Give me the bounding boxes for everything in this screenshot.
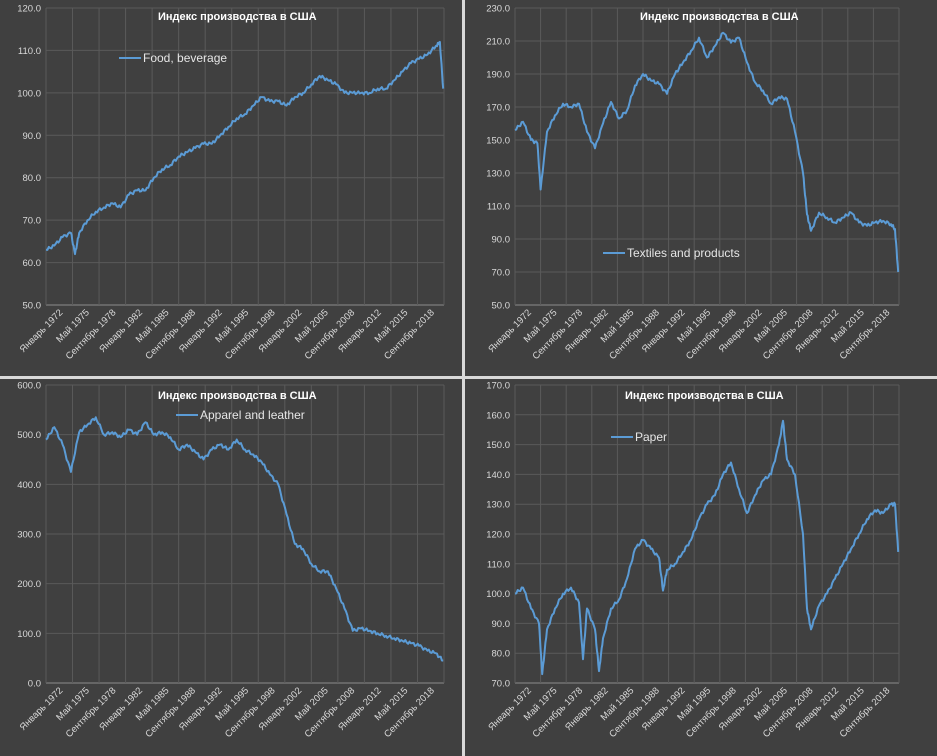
x-tick-label: Январь 1972	[18, 685, 66, 733]
series-line	[514, 419, 900, 676]
y-tick-label: 50.0	[23, 301, 42, 312]
y-tick-label: 170.0	[486, 103, 510, 114]
legend-label: Paper	[635, 430, 667, 444]
y-tick-label: 150.0	[486, 440, 510, 451]
y-tick-label: 70.0	[492, 679, 511, 690]
x-tick-label: Январь 1972	[18, 307, 66, 355]
y-tick-label: 110.0	[487, 559, 510, 570]
y-tick-label: 140.0	[486, 470, 510, 481]
y-tick-label: 70.0	[23, 216, 42, 227]
y-tick-label: 500.0	[17, 430, 41, 441]
legend-label: Food, beverage	[143, 51, 227, 65]
y-tick-label: 600.0	[17, 381, 41, 392]
legend-label: Textiles and products	[627, 246, 740, 260]
y-tick-label: 100.0	[486, 589, 510, 600]
y-tick-label: 160.0	[486, 410, 510, 421]
y-tick-label: 0.0	[28, 679, 41, 690]
y-tick-label: 80.0	[492, 649, 511, 660]
chart-svg: 0.0 100.0 200.0 300.0 400.0 500.0 600.0 Январь …	[17, 381, 445, 740]
y-tick-label: 210.0	[486, 37, 510, 48]
series-line	[45, 416, 444, 662]
y-tick-label: 110.0	[18, 46, 41, 57]
y-tick-label: 400.0	[17, 480, 41, 491]
y-tick-label: 90.0	[492, 619, 511, 630]
y-tick-label: 120.0	[17, 4, 41, 15]
series-line	[514, 31, 900, 273]
y-tick-label: 120.0	[486, 530, 510, 541]
chart-food-beverage: 50.0 60.0 70.0 80.0 90.0 100.0 110.0 120.0 Январ…	[0, 0, 462, 376]
chart-title: Индекс производства в США	[158, 11, 317, 23]
y-tick-label: 300.0	[17, 530, 41, 541]
y-tick-label: 90.0	[492, 235, 511, 246]
y-tick-label: 170.0	[486, 381, 510, 392]
chart-svg: 70.0 80.0 90.0 100.0 110.0 120.0 130.0 140.0 150…	[486, 381, 900, 740]
y-tick-label: 50.0	[492, 301, 511, 312]
y-tick-label: 70.0	[492, 268, 511, 279]
y-tick-label: 100.0	[17, 88, 41, 99]
chart-title: Индекс производства в США	[158, 390, 317, 402]
y-tick-label: 110.0	[487, 202, 510, 213]
chart-svg: 50.0 60.0 70.0 80.0 90.0 100.0 110.0 120.0 Январ…	[17, 4, 445, 362]
chart-apparel-leather: 0.0 100.0 200.0 300.0 400.0 500.0 600.0 Январь …	[0, 379, 462, 756]
y-tick-label: 190.0	[486, 70, 510, 81]
y-tick-label: 90.0	[23, 131, 42, 142]
chart-svg: 50.0 70.0 90.0 110.0 130.0 150.0 170.0 190.0 210…	[486, 4, 900, 362]
chart-title: Индекс производства в США	[640, 11, 799, 23]
legend-label: Apparel and leather	[200, 408, 305, 422]
y-tick-label: 230.0	[486, 4, 510, 15]
y-tick-label: 200.0	[17, 579, 41, 590]
chart-textiles: 50.0 70.0 90.0 110.0 130.0 150.0 170.0 190.0 210…	[465, 0, 937, 376]
y-tick-label: 130.0	[486, 169, 510, 180]
chart-paper: 70.0 80.0 90.0 100.0 110.0 120.0 130.0 140.0 150…	[465, 379, 937, 756]
y-tick-label: 80.0	[23, 173, 42, 184]
y-tick-label: 130.0	[486, 500, 510, 511]
y-tick-label: 150.0	[486, 136, 510, 147]
y-tick-label: 60.0	[23, 258, 42, 269]
chart-title: Индекс производства в США	[625, 390, 784, 402]
series-line	[45, 40, 445, 256]
y-tick-label: 100.0	[17, 629, 41, 640]
